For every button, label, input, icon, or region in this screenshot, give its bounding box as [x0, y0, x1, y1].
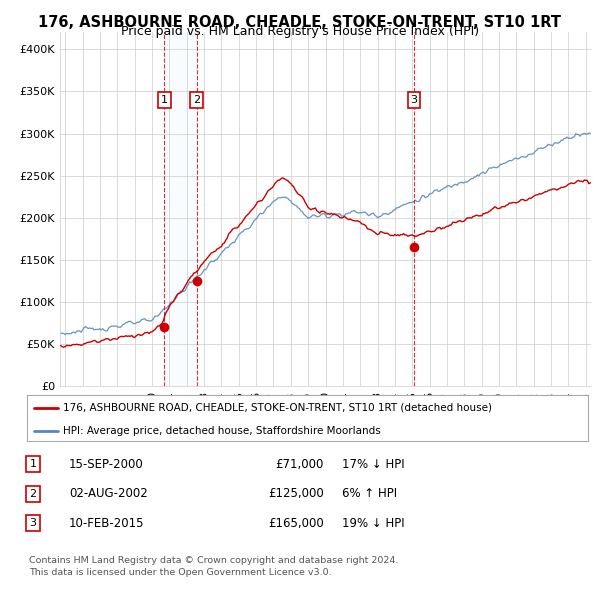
Text: 3: 3	[410, 95, 418, 105]
Text: 2: 2	[193, 95, 200, 105]
Text: Price paid vs. HM Land Registry's House Price Index (HPI): Price paid vs. HM Land Registry's House …	[121, 25, 479, 38]
Text: £71,000: £71,000	[275, 458, 324, 471]
Text: £125,000: £125,000	[268, 487, 324, 500]
Text: 6% ↑ HPI: 6% ↑ HPI	[342, 487, 397, 500]
Text: 176, ASHBOURNE ROAD, CHEADLE, STOKE-ON-TRENT, ST10 1RT: 176, ASHBOURNE ROAD, CHEADLE, STOKE-ON-T…	[38, 15, 562, 30]
Text: 17% ↓ HPI: 17% ↓ HPI	[342, 458, 404, 471]
Text: Contains HM Land Registry data © Crown copyright and database right 2024.: Contains HM Land Registry data © Crown c…	[29, 556, 398, 565]
Text: This data is licensed under the Open Government Licence v3.0.: This data is licensed under the Open Gov…	[29, 568, 331, 576]
Bar	[414, 32, 416, 386]
Text: 2: 2	[29, 489, 37, 499]
Text: 3: 3	[29, 519, 37, 528]
Text: 1: 1	[161, 95, 168, 105]
Text: 10-FEB-2015: 10-FEB-2015	[69, 517, 145, 530]
Text: 176, ASHBOURNE ROAD, CHEADLE, STOKE-ON-TRENT, ST10 1RT (detached house): 176, ASHBOURNE ROAD, CHEADLE, STOKE-ON-T…	[64, 403, 493, 413]
Text: 02-AUG-2002: 02-AUG-2002	[69, 487, 148, 500]
Text: HPI: Average price, detached house, Staffordshire Moorlands: HPI: Average price, detached house, Staf…	[64, 426, 381, 436]
Bar	[164, 32, 197, 386]
Text: 19% ↓ HPI: 19% ↓ HPI	[342, 517, 404, 530]
Text: £165,000: £165,000	[268, 517, 324, 530]
Text: 15-SEP-2000: 15-SEP-2000	[69, 458, 144, 471]
Text: 1: 1	[29, 460, 37, 469]
